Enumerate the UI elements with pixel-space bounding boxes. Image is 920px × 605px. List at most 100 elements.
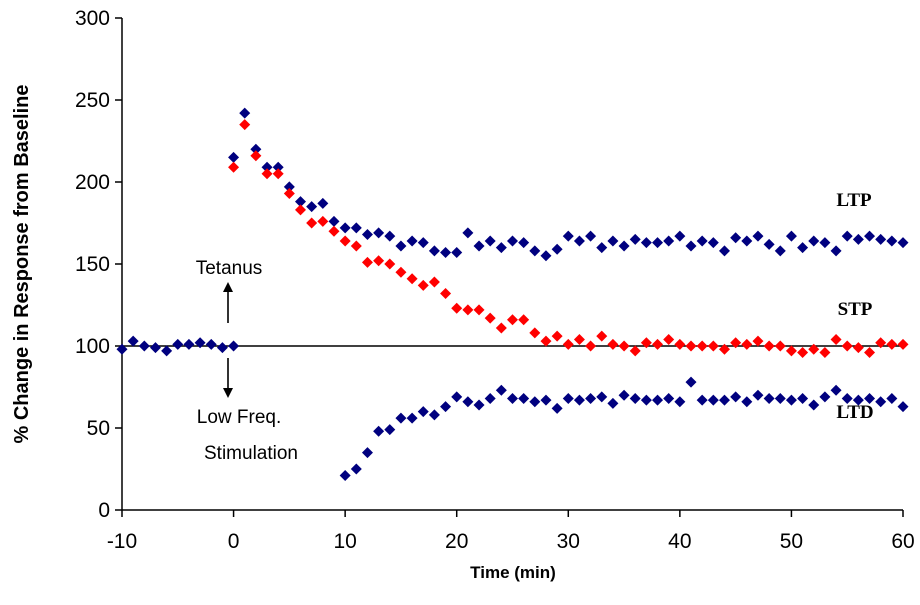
ltd-point bbox=[428, 409, 440, 421]
x-tick-label: 40 bbox=[668, 530, 691, 553]
stp-point bbox=[395, 266, 407, 278]
ltp-point bbox=[473, 240, 485, 252]
ltp-point bbox=[741, 235, 753, 247]
ltd-point bbox=[841, 392, 853, 404]
stp-point bbox=[440, 288, 452, 300]
stp-point bbox=[551, 330, 563, 342]
ltp-point bbox=[607, 235, 619, 247]
ltp-point bbox=[562, 230, 574, 242]
stp-point bbox=[852, 342, 864, 354]
ltd-point bbox=[707, 394, 719, 406]
x-tick-label: 30 bbox=[557, 530, 580, 553]
ltp-point bbox=[373, 227, 385, 239]
stp-point bbox=[451, 302, 463, 314]
ltd-point bbox=[629, 392, 641, 404]
ltd-point bbox=[518, 392, 530, 404]
ltp-point bbox=[696, 235, 708, 247]
ltp-point bbox=[540, 250, 552, 262]
ltp-point bbox=[652, 237, 664, 249]
y-tick-label: 300 bbox=[75, 7, 110, 30]
stp-point bbox=[730, 337, 742, 349]
stp-point bbox=[529, 327, 541, 339]
stp-point bbox=[317, 215, 329, 227]
ltp-point bbox=[306, 201, 318, 213]
ltp-point bbox=[239, 107, 251, 119]
baseline-point bbox=[216, 342, 228, 354]
stp-point bbox=[428, 276, 440, 288]
stp-point bbox=[763, 340, 775, 352]
ltp-point bbox=[395, 240, 407, 252]
stp-point bbox=[685, 340, 697, 352]
baseline-point bbox=[127, 335, 139, 347]
stp-point bbox=[596, 330, 608, 342]
ltd-point bbox=[339, 470, 351, 482]
ltp-point bbox=[573, 235, 585, 247]
ltd-point bbox=[618, 389, 630, 401]
ltp-point bbox=[875, 233, 887, 245]
stp-point bbox=[819, 347, 831, 359]
stp-point bbox=[462, 304, 474, 316]
stp-point bbox=[295, 204, 307, 216]
ltd-point bbox=[797, 392, 809, 404]
stp-point bbox=[328, 225, 340, 237]
stp-point bbox=[640, 337, 652, 349]
stp-point bbox=[540, 335, 552, 347]
stp-point bbox=[306, 217, 318, 229]
ltp-point bbox=[819, 237, 831, 249]
baseline-point bbox=[172, 338, 184, 350]
ltd-point bbox=[350, 463, 362, 475]
ltp-point bbox=[462, 227, 474, 239]
stp-point bbox=[339, 235, 351, 247]
ltd-point bbox=[596, 391, 608, 403]
ltp-point bbox=[350, 222, 362, 234]
ltd-point bbox=[897, 401, 909, 413]
baseline-point bbox=[149, 342, 161, 354]
ltp-point bbox=[808, 235, 820, 247]
stp-point bbox=[808, 343, 820, 355]
ltp-point bbox=[339, 222, 351, 234]
stp-point bbox=[495, 322, 507, 334]
baseline-point bbox=[228, 340, 240, 352]
stp-point bbox=[261, 168, 273, 180]
ltp-point bbox=[685, 240, 697, 252]
y-tick-label: 50 bbox=[87, 417, 110, 440]
stp-point bbox=[239, 119, 251, 131]
ltd-point bbox=[730, 391, 742, 403]
ltp-point bbox=[328, 215, 340, 227]
ltd-point bbox=[774, 392, 786, 404]
ltd-point bbox=[785, 394, 797, 406]
ltd-label: LTD bbox=[836, 402, 873, 423]
y-tick-label: 0 bbox=[98, 499, 110, 522]
stp-point bbox=[272, 168, 284, 180]
ltp-point bbox=[585, 230, 597, 242]
ltd-point bbox=[752, 389, 764, 401]
baseline-point bbox=[116, 343, 128, 355]
ltd-point bbox=[440, 401, 452, 413]
y-tick-label: 200 bbox=[75, 171, 110, 194]
stp-point bbox=[774, 340, 786, 352]
tetanus-arrow-up-icon bbox=[223, 282, 233, 292]
ltd-point bbox=[607, 397, 619, 409]
ltp-point bbox=[797, 242, 809, 254]
low-freq-label: Low Freq. bbox=[197, 407, 281, 428]
ltd-point bbox=[663, 392, 675, 404]
ltd-point bbox=[462, 396, 474, 408]
stp-point bbox=[250, 150, 262, 162]
ltd-point bbox=[495, 384, 507, 396]
ltd-point bbox=[361, 447, 373, 459]
ltd-point bbox=[852, 394, 864, 406]
baseline-point bbox=[205, 338, 217, 350]
ltp-point bbox=[730, 232, 742, 244]
ltd-point bbox=[585, 392, 597, 404]
stp-point bbox=[562, 338, 574, 350]
ltd-point bbox=[640, 394, 652, 406]
ltd-point bbox=[718, 394, 730, 406]
ltd-point bbox=[395, 412, 407, 424]
ltd-point bbox=[551, 402, 563, 414]
stp-point bbox=[228, 161, 240, 173]
ltp-point bbox=[785, 230, 797, 242]
stp-point bbox=[897, 338, 909, 350]
stp-point bbox=[886, 338, 898, 350]
stp-point bbox=[741, 338, 753, 350]
x-tick-label: 20 bbox=[445, 530, 468, 553]
